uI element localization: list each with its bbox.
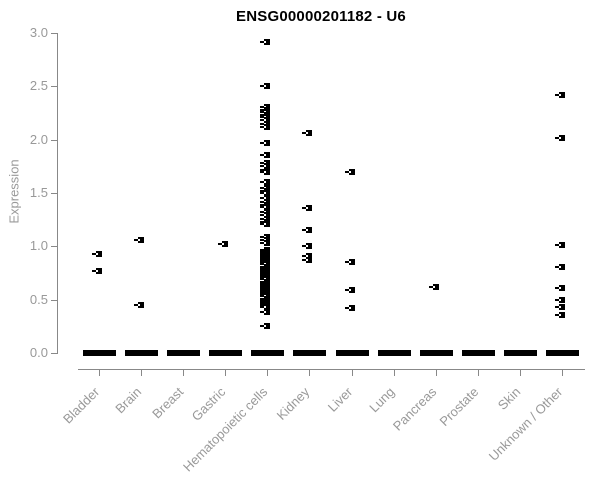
data-point [92,250,102,257]
y-tick-label: 0.5 [29,291,48,307]
data-point [260,309,271,316]
y-axis-line [57,33,58,354]
data-point [218,241,229,248]
zero-expression-bar [545,350,579,356]
y-axis-tick [51,193,57,194]
data-point [344,287,355,294]
data-point [260,108,271,115]
data-point [554,263,565,270]
data-point [344,259,355,266]
data-point [428,283,439,290]
data-point [302,204,313,211]
zero-expression-bar [83,350,116,356]
data-point [554,284,565,291]
data-point [260,123,271,130]
data-point [260,103,271,110]
data-point [554,242,565,249]
data-point [260,83,271,90]
data-point [260,139,271,146]
zero-expression-bar [125,350,159,356]
data-point [260,168,271,175]
x-axis-tick [267,369,269,376]
data-point [260,304,271,311]
x-axis-line [78,369,585,370]
data-point [260,240,271,247]
x-axis-tick [225,369,227,376]
data-point [260,163,271,170]
zero-expression-bar [419,350,453,356]
x-axis-tick [351,369,353,376]
x-axis-tick [99,369,100,376]
data-point [134,302,145,308]
data-point [260,220,271,227]
y-axis-tick [51,299,57,301]
zero-expression-bar [209,350,243,356]
data-point [260,209,271,216]
data-point [260,184,271,191]
data-point [302,257,313,264]
y-axis-tick [51,139,57,141]
data-point [260,38,271,45]
zero-expression-bar [461,350,495,356]
data-point [260,114,271,121]
data-point [260,323,271,330]
x-axis-tick [183,369,185,376]
data-point [260,190,271,196]
data-point [302,252,313,259]
data-point [260,236,271,243]
data-point [134,236,145,243]
y-axis-tick [51,353,57,354]
data-point [260,179,271,186]
zero-expression-bar [293,350,327,356]
zero-expression-bar [377,350,411,356]
data-point [260,215,271,222]
y-tick-label: 0.0 [29,345,48,360]
zero-expression-bar [503,350,537,356]
y-axis-tick [51,246,57,248]
data-point [260,212,271,219]
y-tick-label: 3.0 [29,25,48,40]
y-tick-label: 2.0 [29,131,48,147]
y-axis-tick [51,86,57,88]
data-point [344,168,355,175]
data-point [260,120,271,127]
data-point [344,305,355,312]
data-point [302,130,313,137]
x-tick-label: Unknown / Other [485,384,566,464]
data-point [554,91,565,98]
data-point [260,195,271,202]
data-point [260,151,271,158]
zero-expression-bar [167,350,201,356]
data-point [302,243,313,250]
x-axis-tick [393,369,395,376]
y-tick-label: 1.0 [29,238,48,254]
data-point [554,134,565,141]
data-point [302,227,313,234]
data-point [554,304,565,311]
x-axis-tick [519,369,521,376]
data-point [260,233,271,240]
data-point [92,267,102,274]
chart-title: ENSG00000201182 - U6 [236,8,406,25]
x-axis-tick [435,369,437,376]
y-tick-label: 1.5 [29,185,48,200]
data-point [260,160,271,167]
x-axis-tick [309,369,311,376]
data-point [260,203,271,210]
data-point [260,117,271,124]
x-axis-tick [561,369,563,376]
data-point [554,296,565,303]
y-axis-tick [51,33,57,34]
y-tick-label: 2.5 [29,78,48,94]
data-point [554,311,565,318]
zero-expression-bar [335,350,369,356]
zero-expression-bar [251,350,285,356]
data-point [260,198,271,205]
x-axis-tick [477,369,479,376]
x-axis-tick [141,369,143,376]
